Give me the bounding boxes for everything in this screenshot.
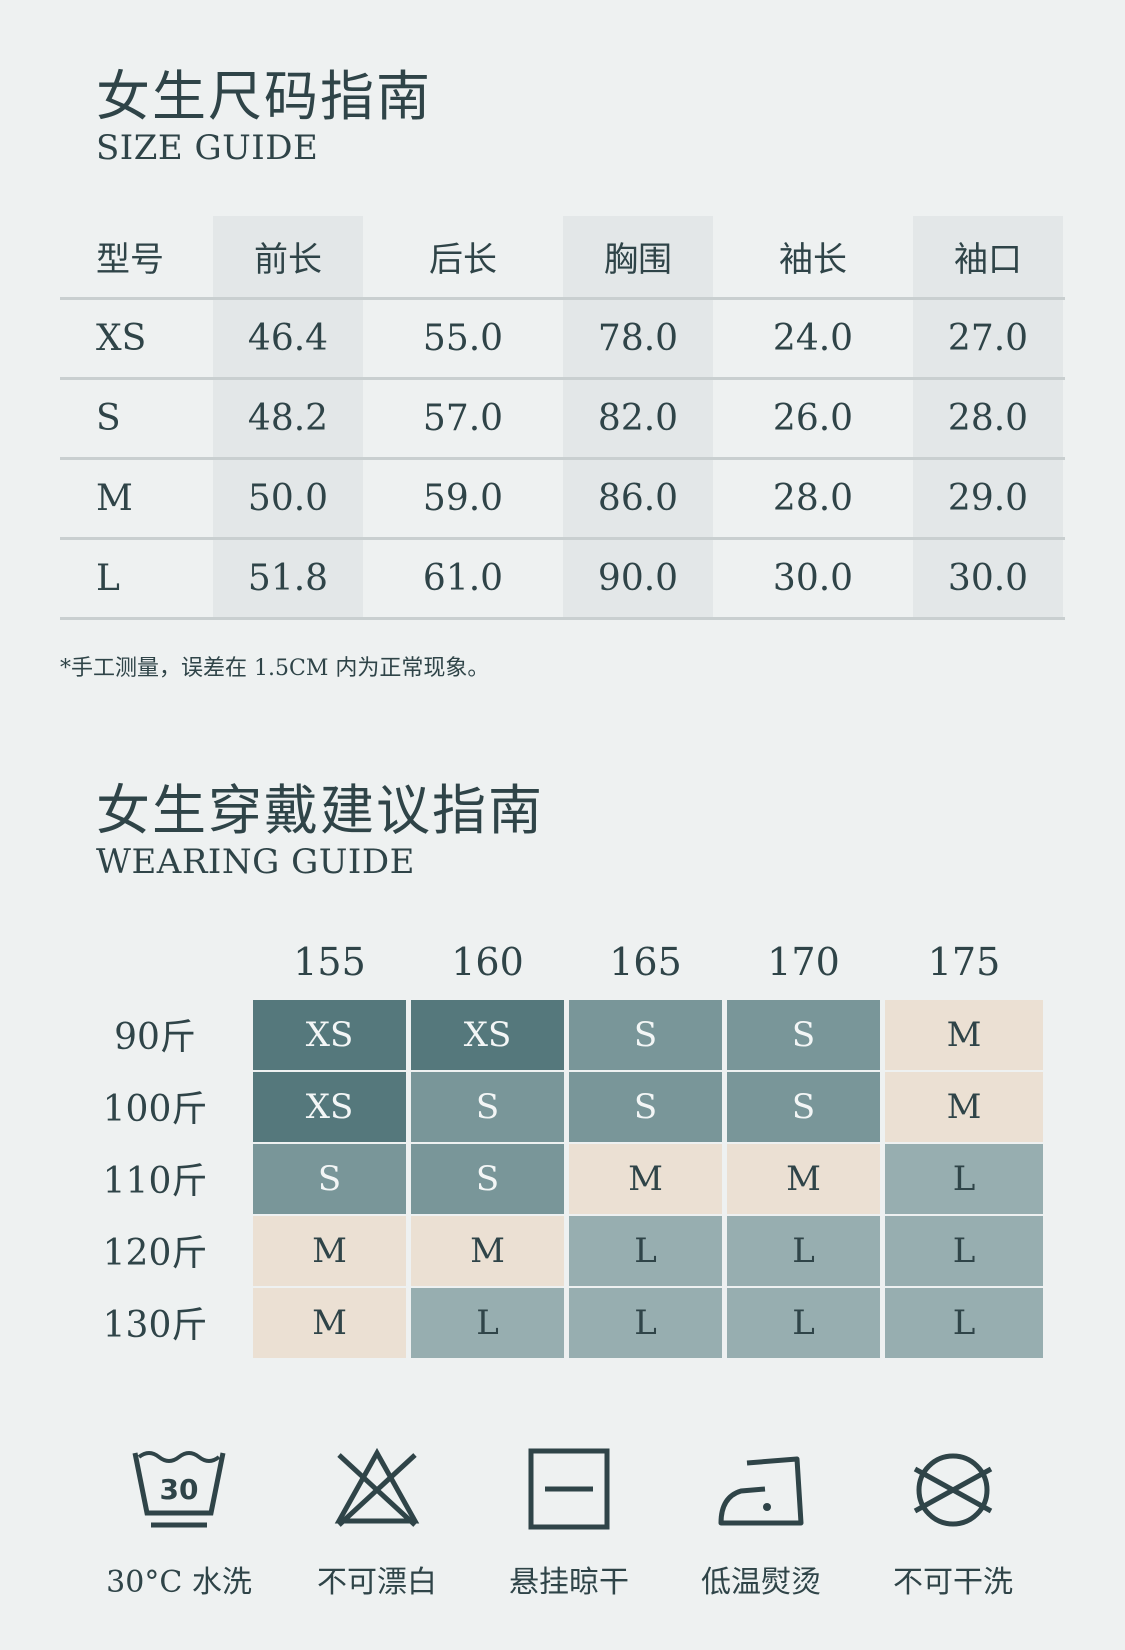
table-cell: 26.0: [772, 398, 854, 439]
weight-label: 130斤: [102, 1305, 208, 1346]
care-item-hang-dry: 悬挂晾干: [474, 1445, 664, 1601]
weight-label: 120斤: [102, 1233, 208, 1274]
size-cell: S: [411, 1144, 564, 1214]
size-cell: S: [253, 1144, 406, 1214]
table-cell: 55.0: [422, 318, 504, 359]
column-header: 型号: [96, 240, 164, 280]
wash-temperature-number: 30: [160, 1473, 199, 1506]
table-cell: 29.0: [913, 460, 1063, 537]
height-label: 160: [451, 940, 524, 984]
care-item-low-iron: 低温熨烫: [666, 1445, 856, 1601]
height-label: 165: [609, 940, 682, 984]
table-cell: 78.0: [563, 300, 713, 377]
care-item-no-dry-clean: 不可干洗: [858, 1445, 1048, 1601]
low-iron-icon: [718, 1456, 804, 1526]
wash-30-icon: 30: [132, 1451, 226, 1528]
table-cell: 50.0: [213, 460, 363, 537]
no-bleach-icon: [334, 1447, 420, 1527]
wearing-grid: XS XS S S M XS S S S M S S M M L M M L L L M L L L L: [253, 1000, 1065, 1358]
height-headers: 155 160 165 170 175: [253, 940, 1065, 986]
weight-label: 100斤: [102, 1089, 208, 1130]
table-cell: 82.0: [563, 380, 713, 457]
table-cell: 51.8: [213, 540, 363, 617]
size-cell: XS: [253, 1000, 406, 1070]
size-cell: S: [569, 1072, 722, 1142]
table-cell: 28.0: [772, 478, 854, 519]
weight-label: 90斤: [114, 1017, 196, 1058]
table-cell: 27.0: [913, 300, 1063, 377]
size-cell: S: [569, 1000, 722, 1070]
care-label: 悬挂晾干: [509, 1565, 629, 1600]
table-cell: S: [96, 398, 121, 439]
size-cell: S: [727, 1072, 880, 1142]
height-label: 155: [293, 940, 366, 984]
table-row: M 50.0 59.0 86.0 28.0 29.0: [60, 460, 1065, 540]
table-cell: 57.0: [422, 398, 504, 439]
size-table: 型号 前长 后长 胸围 袖长 袖口 XS 46.4 55.0 78.0 24.0…: [60, 216, 1065, 620]
table-cell: XS: [96, 318, 147, 359]
size-cell: L: [727, 1288, 880, 1358]
size-cell: M: [253, 1288, 406, 1358]
wearing-guide-title: 女生穿戴建议指南: [96, 779, 544, 842]
table-cell: 28.0: [913, 380, 1063, 457]
care-label: 不可干洗: [893, 1565, 1013, 1600]
height-label: 175: [927, 940, 1001, 984]
size-table-header: 型号 前长 后长 胸围 袖长 袖口: [60, 216, 1065, 300]
size-cell: M: [569, 1144, 722, 1214]
no-dry-clean-icon: [913, 1453, 993, 1527]
column-header: 袖口: [913, 216, 1063, 297]
size-cell: M: [885, 1072, 1043, 1142]
column-header: 后长: [429, 240, 497, 280]
size-cell: XS: [253, 1072, 406, 1142]
care-label: 不可漂白: [317, 1565, 437, 1600]
table-cell: 59.0: [422, 478, 504, 519]
weight-label: 110斤: [102, 1161, 208, 1202]
table-cell: 48.2: [213, 380, 363, 457]
size-cell: L: [727, 1216, 880, 1286]
size-cell: L: [569, 1216, 722, 1286]
table-cell: M: [96, 478, 133, 519]
size-cell: M: [253, 1216, 406, 1286]
size-cell: L: [411, 1288, 564, 1358]
table-cell: 61.0: [422, 558, 504, 599]
care-item-no-bleach: 不可漂白: [282, 1445, 472, 1601]
size-guide-subtitle: SIZE GUIDE: [96, 128, 319, 168]
size-cell: M: [411, 1216, 564, 1286]
care-label: 低温熨烫: [701, 1565, 821, 1600]
column-header: 胸围: [563, 216, 713, 297]
size-cell: L: [569, 1288, 722, 1358]
size-cell: S: [411, 1072, 564, 1142]
size-cell: L: [885, 1288, 1043, 1358]
care-label: 30°C 水洗: [106, 1565, 252, 1600]
size-cell: XS: [411, 1000, 564, 1070]
measurement-note: *手工测量，误差在 1.5CM 内为正常现象。: [60, 656, 490, 681]
hang-dry-icon: [528, 1448, 610, 1530]
table-row: S 48.2 57.0 82.0 26.0 28.0: [60, 380, 1065, 460]
table-cell: 24.0: [772, 318, 854, 359]
size-cell: L: [885, 1216, 1043, 1286]
table-cell: 30.0: [772, 558, 854, 599]
table-row: XS 46.4 55.0 78.0 24.0 27.0: [60, 300, 1065, 380]
wearing-guide-subtitle: WEARING GUIDE: [96, 842, 415, 882]
table-cell: 46.4: [213, 300, 363, 377]
column-header: 前长: [213, 216, 363, 297]
column-header: 袖长: [779, 240, 847, 280]
table-cell: L: [96, 558, 120, 599]
size-cell: S: [727, 1000, 880, 1070]
size-cell: M: [885, 1000, 1043, 1070]
table-cell: 90.0: [563, 540, 713, 617]
table-row: L 51.8 61.0 90.0 30.0 30.0: [60, 540, 1065, 620]
height-label: 170: [767, 940, 840, 984]
table-cell: 86.0: [563, 460, 713, 537]
care-item-wash: 30 30°C 水洗: [84, 1445, 274, 1601]
size-cell: M: [727, 1144, 880, 1214]
size-cell: L: [885, 1144, 1043, 1214]
table-cell: 30.0: [913, 540, 1063, 617]
size-guide-title: 女生尺码指南: [96, 65, 432, 128]
